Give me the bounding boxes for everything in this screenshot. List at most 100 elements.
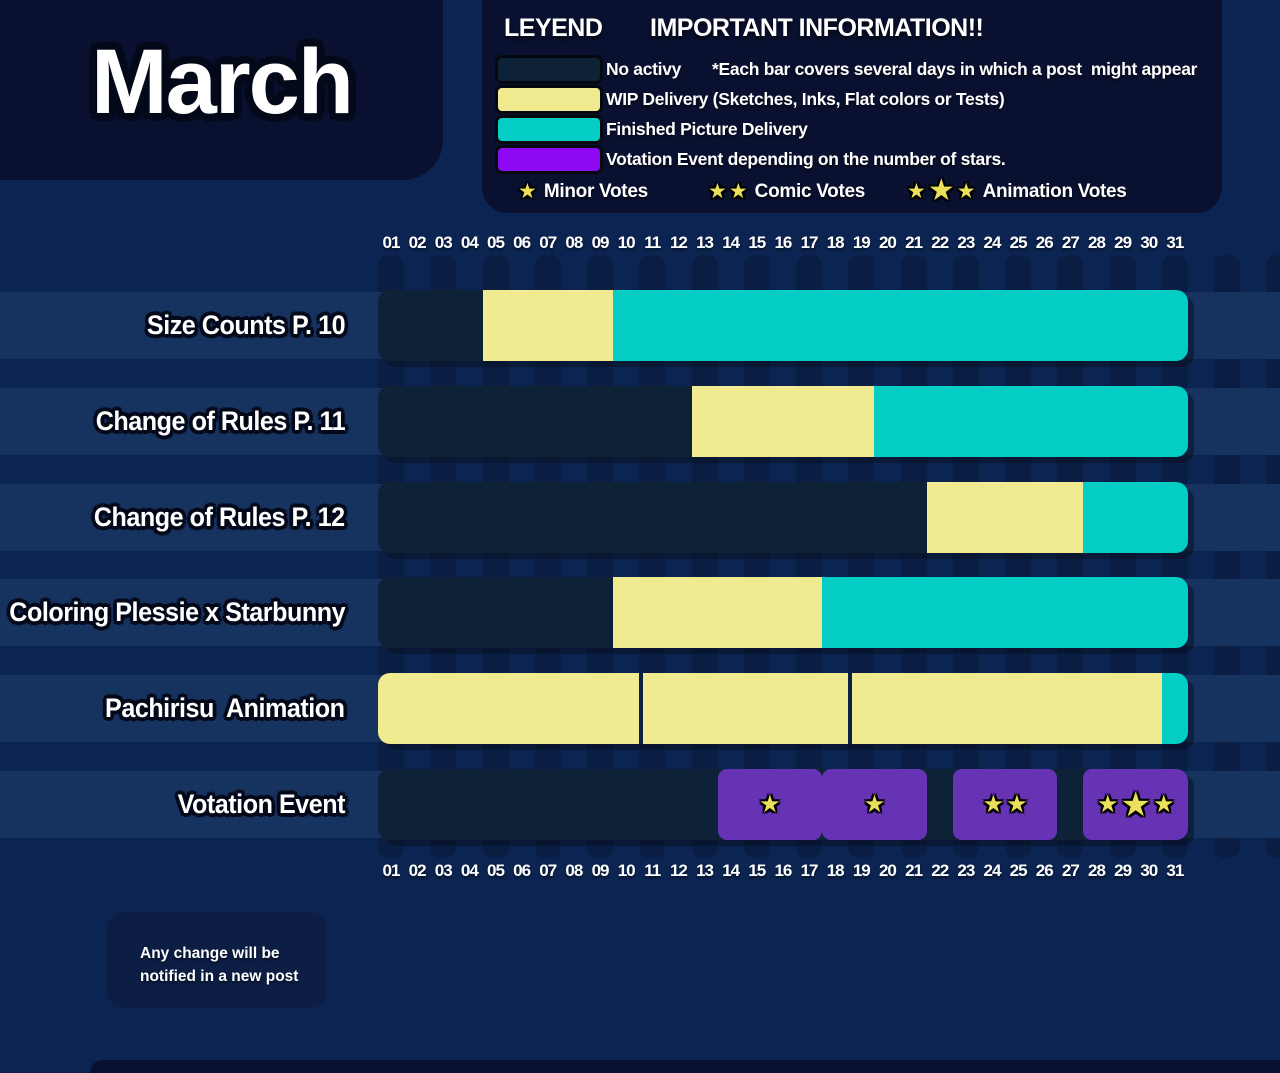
day-label-bottom: 19 xyxy=(852,861,871,880)
bar-segment-wip xyxy=(639,673,849,744)
comic-votes-star-icons: ★ ★ xyxy=(708,181,748,202)
day-label-bottom: 13 xyxy=(696,861,714,880)
note-line-1: Any change will be xyxy=(140,945,280,962)
day-label-bottom: 01 xyxy=(382,861,401,880)
day-label-bottom: 02 xyxy=(408,861,427,880)
vote-type-minor: ★ Minor Votes xyxy=(518,176,648,206)
month-panel xyxy=(0,0,443,180)
bar-segment-vote: ★ xyxy=(717,769,823,840)
legend-swatch-finished xyxy=(495,115,603,144)
day-label-bottom: 31 xyxy=(1166,861,1184,880)
day-label-bottom: 24 xyxy=(983,861,1001,880)
star-icon: ★ xyxy=(1152,790,1175,818)
day-label-bottom: 18 xyxy=(826,861,845,880)
row-label: Change of Rules P. 12 xyxy=(94,502,345,532)
row-label: Change of Rules P. 11 xyxy=(95,406,346,436)
star-icon: ★ xyxy=(708,179,727,203)
star-icon: ★ xyxy=(956,179,976,203)
star-icon: ★ xyxy=(1006,790,1028,818)
day-label-bottom: 28 xyxy=(1088,861,1106,880)
day-label-top: 16 xyxy=(774,233,792,252)
day-label-top: 30 xyxy=(1140,233,1158,252)
row-label: Votation Event xyxy=(177,789,346,819)
day-label-bottom: 08 xyxy=(565,861,583,880)
day-label-bottom: 23 xyxy=(957,861,975,880)
day-label-top: 03 xyxy=(434,233,453,252)
gantt-bar: ★ ★ ★ ★ ★ ★ ★ xyxy=(378,769,1188,840)
gantt-bar xyxy=(378,482,1188,553)
star-icon: ★ xyxy=(927,174,955,207)
day-label-top: 15 xyxy=(748,233,766,252)
day-label-top: 28 xyxy=(1088,233,1106,252)
star-icon: ★ xyxy=(1096,790,1119,818)
day-label-bottom: 27 xyxy=(1061,861,1080,880)
bar-segment-finished xyxy=(874,386,1188,457)
legend-panel: LEYEND IMPORTANT INFORMATION!! No activy… xyxy=(482,0,1222,213)
day-label-bottom: 11 xyxy=(644,861,661,880)
day-label-bottom: 07 xyxy=(539,861,557,880)
star-icon: ★ xyxy=(728,179,748,203)
bar-segment-finished xyxy=(613,290,1188,361)
footer-strip xyxy=(90,1060,1280,1073)
day-label-bottom: 16 xyxy=(774,861,792,880)
bar-segment-vote: ★ ★ ★ xyxy=(1083,769,1188,840)
day-label-top: 11 xyxy=(644,233,661,252)
day-label-bottom: 12 xyxy=(669,861,688,880)
day-label-top: 22 xyxy=(931,233,949,252)
day-label-top: 14 xyxy=(722,233,740,252)
day-label-top: 31 xyxy=(1166,233,1184,252)
comic-votes-label: Comic Votes xyxy=(754,180,866,202)
star-icon: ★ xyxy=(982,790,1005,818)
day-label-bottom: 15 xyxy=(748,861,766,880)
day-label-bottom: 05 xyxy=(487,861,505,880)
day-label-top: 10 xyxy=(617,233,636,252)
day-label-top: 05 xyxy=(487,233,505,252)
legend-label-finished: Finished Picture Delivery xyxy=(606,119,808,139)
minor-votes-star-icon: ★ xyxy=(518,181,537,202)
day-label-bottom: 30 xyxy=(1140,861,1158,880)
legend-swatch-no-activity xyxy=(495,55,603,84)
legend-note: *Each bar covers several days in which a… xyxy=(712,59,1198,79)
vote-type-comic: ★ ★ Comic Votes xyxy=(708,176,865,206)
day-label-bottom: 20 xyxy=(878,861,897,880)
important-info-heading: IMPORTANT INFORMATION!! xyxy=(650,14,984,42)
day-label-bottom: 22 xyxy=(931,861,949,880)
day-label-bottom: 06 xyxy=(513,861,531,880)
day-label-top: 20 xyxy=(878,233,897,252)
bar-segment-wip xyxy=(613,577,823,648)
page-title: March xyxy=(91,31,354,133)
day-label-bottom: 21 xyxy=(905,861,923,880)
bar-segment-none xyxy=(378,482,927,553)
day-label-top: 17 xyxy=(800,233,819,252)
bar-segment-none xyxy=(378,577,614,648)
day-label-top: 04 xyxy=(460,233,479,252)
bar-segment-vote: ★ xyxy=(822,769,927,840)
bar-segment-none xyxy=(378,769,718,840)
day-label-top: 25 xyxy=(1009,233,1028,252)
legend-swatch-votation xyxy=(495,145,603,174)
day-label-top: 29 xyxy=(1114,233,1132,252)
legend-label-votation: Votation Event depending on the number o… xyxy=(606,149,1006,169)
bar-segment-wip xyxy=(482,290,614,361)
day-label-bottom: 03 xyxy=(434,861,453,880)
day-label-top: 06 xyxy=(513,233,531,252)
legend-swatch-wip xyxy=(495,85,603,114)
day-label-top: 02 xyxy=(408,233,427,252)
gantt-bar xyxy=(378,673,1188,744)
day-label-bottom: 10 xyxy=(617,861,636,880)
day-label-top: 01 xyxy=(382,233,401,252)
bar-segment-finished xyxy=(822,577,1188,648)
bar-segment-wip xyxy=(848,673,1162,744)
day-label-bottom: 25 xyxy=(1009,861,1028,880)
day-label-top: 12 xyxy=(669,233,688,252)
star-icon: ★ xyxy=(1120,785,1151,824)
day-label-bottom: 09 xyxy=(591,861,610,880)
day-label-top: 26 xyxy=(1035,233,1054,252)
star-icon: ★ xyxy=(863,790,886,818)
animation-votes-label: Animation Votes xyxy=(982,180,1127,202)
day-label-bottom: 04 xyxy=(460,861,479,880)
legend-heading: LEYEND xyxy=(504,14,603,42)
note-line-2: notified in a new post xyxy=(140,968,299,985)
